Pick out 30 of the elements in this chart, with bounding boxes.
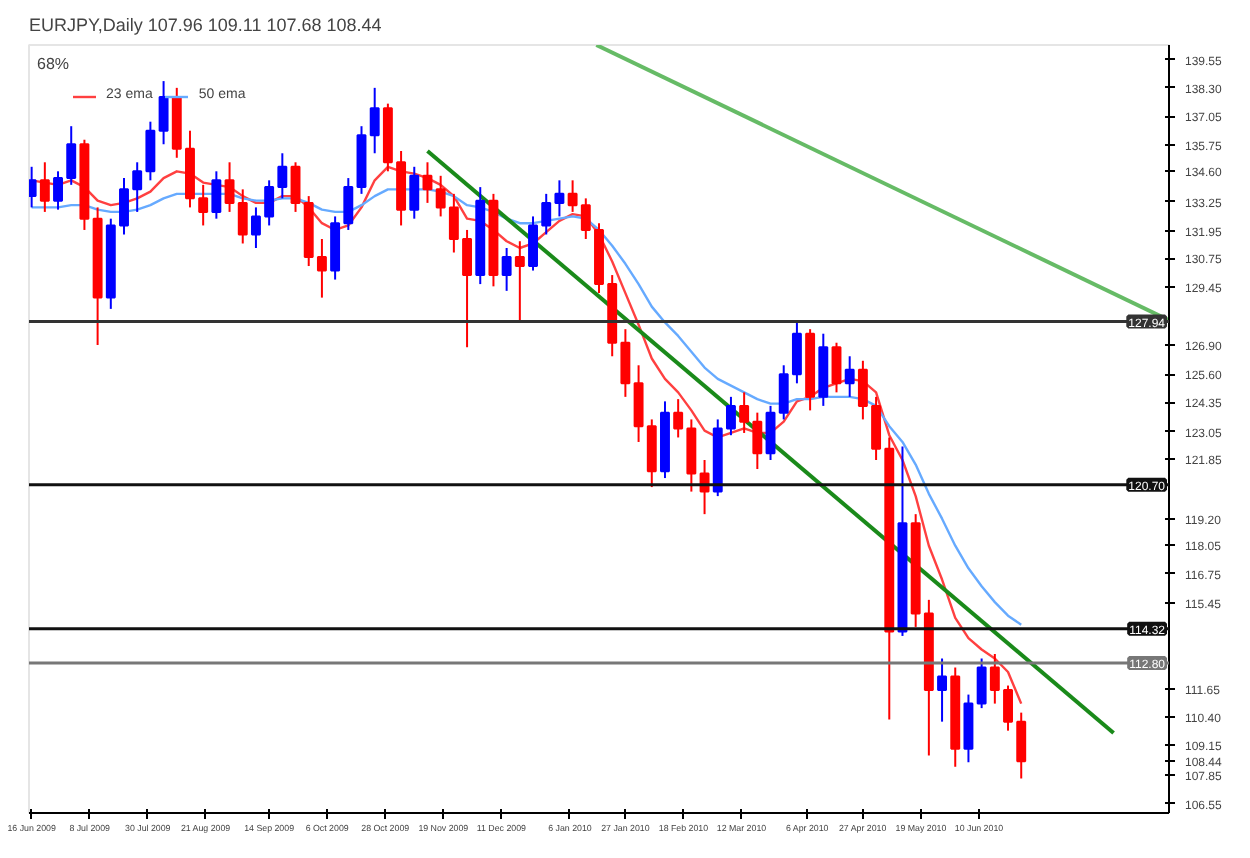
candlestick [290, 161, 301, 213]
candlestick [343, 177, 354, 231]
candlestick [53, 170, 63, 211]
annotation: 68% [37, 55, 70, 73]
candlestick [409, 165, 420, 220]
candlestick [29, 165, 37, 209]
candlestick [422, 161, 433, 204]
candlestick [765, 404, 776, 462]
candlestick [844, 355, 855, 398]
candlestick [963, 693, 974, 764]
candlestick [976, 657, 987, 710]
chart-title: EURJPY,Daily 107.96 109.11 107.68 108.44 [29, 15, 382, 35]
candlestick [211, 170, 222, 220]
candlestick [831, 341, 842, 394]
candlestick [871, 395, 882, 462]
candlestick [158, 80, 169, 146]
candlestick [514, 240, 525, 324]
candlestick [145, 120, 156, 182]
candlestick [39, 161, 50, 213]
candlestick [462, 228, 473, 349]
candlestick [989, 652, 1000, 705]
candlestick [857, 359, 868, 421]
candlestick [937, 657, 948, 723]
candlestick [620, 328, 631, 398]
candlestick [739, 391, 750, 434]
candlestick [752, 411, 763, 471]
candlestick [330, 215, 341, 281]
candlestick [369, 86, 380, 155]
candlestick [501, 247, 512, 292]
candlestick [66, 125, 77, 186]
